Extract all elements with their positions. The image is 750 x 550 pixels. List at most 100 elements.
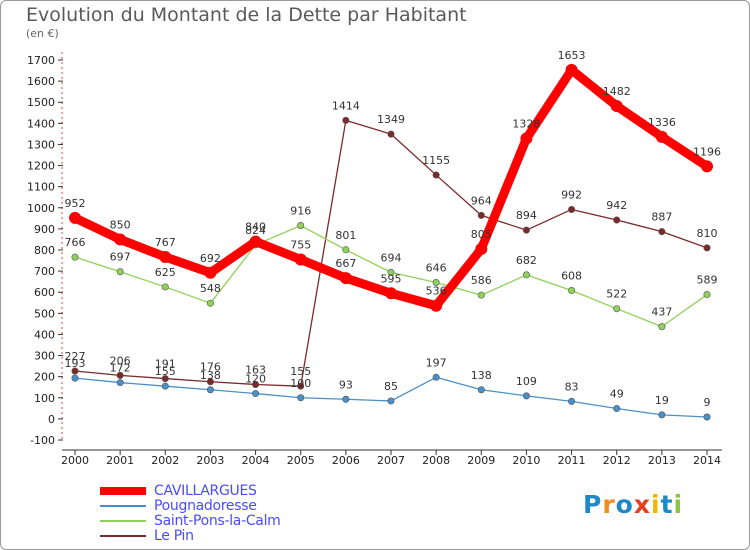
y-tick-label: 600 bbox=[34, 286, 55, 299]
data-label: 850 bbox=[110, 218, 131, 231]
data-point bbox=[658, 323, 666, 331]
data-label: 227 bbox=[65, 350, 86, 363]
x-tick-label: 2004 bbox=[242, 454, 270, 467]
data-label: 824 bbox=[245, 224, 266, 237]
data-point bbox=[385, 287, 397, 300]
logo-letter: x bbox=[633, 490, 651, 519]
data-label: 120 bbox=[245, 373, 266, 386]
data-label: 109 bbox=[516, 375, 537, 388]
data-label: 548 bbox=[200, 282, 221, 295]
data-label: 1336 bbox=[648, 116, 676, 129]
data-point bbox=[387, 130, 395, 138]
data-label: 801 bbox=[335, 229, 356, 242]
data-label: 176 bbox=[200, 361, 221, 374]
data-point bbox=[520, 132, 533, 145]
data-label: 138 bbox=[200, 369, 221, 382]
data-point bbox=[613, 216, 621, 224]
data-point bbox=[69, 211, 81, 224]
y-tick-label: 0 bbox=[48, 413, 55, 426]
data-point bbox=[387, 397, 395, 405]
data-label: 608 bbox=[561, 270, 582, 283]
legend-label: CAVILLARGUES bbox=[154, 483, 257, 499]
y-tick-label: 300 bbox=[34, 350, 55, 363]
data-point bbox=[522, 226, 530, 234]
y-tick-label: -100 bbox=[30, 434, 55, 447]
data-point bbox=[568, 287, 576, 295]
y-tick-label: 1400 bbox=[27, 117, 55, 130]
data-point bbox=[114, 233, 127, 246]
data-label: 83 bbox=[565, 380, 579, 393]
data-point bbox=[342, 395, 350, 403]
data-label: 586 bbox=[471, 274, 492, 287]
x-tick-label: 2006 bbox=[332, 454, 360, 467]
data-label: 100 bbox=[290, 377, 311, 390]
legend-swatch bbox=[100, 487, 146, 495]
data-label: 1653 bbox=[558, 49, 586, 62]
data-point bbox=[297, 394, 305, 402]
y-tick-label: 900 bbox=[34, 223, 55, 236]
data-point bbox=[206, 386, 214, 394]
data-point bbox=[161, 382, 169, 390]
data-label: 155 bbox=[155, 365, 176, 378]
data-label: 1328 bbox=[512, 118, 540, 131]
data-point bbox=[658, 411, 666, 419]
data-point bbox=[477, 386, 485, 394]
data-label: 694 bbox=[381, 251, 402, 264]
data-point bbox=[342, 246, 350, 254]
data-label: 646 bbox=[426, 262, 447, 275]
data-point bbox=[613, 405, 621, 413]
data-label: 992 bbox=[561, 188, 582, 201]
data-label: 894 bbox=[516, 209, 537, 222]
data-label: 1349 bbox=[377, 113, 405, 126]
data-point bbox=[71, 253, 79, 261]
logo-letter: r bbox=[602, 490, 616, 519]
y-tick-label: 800 bbox=[34, 244, 55, 257]
legend-swatch bbox=[100, 535, 146, 537]
data-label: 952 bbox=[65, 197, 86, 210]
y-tick-label: 1700 bbox=[27, 54, 55, 67]
data-point bbox=[701, 160, 713, 173]
data-point bbox=[568, 397, 576, 405]
data-point bbox=[116, 379, 124, 387]
data-point bbox=[477, 211, 485, 219]
data-point bbox=[658, 228, 666, 236]
data-label: 138 bbox=[471, 369, 492, 382]
x-tick-label: 2009 bbox=[467, 454, 495, 467]
x-tick-label: 2007 bbox=[377, 454, 405, 467]
data-label: 887 bbox=[651, 211, 672, 224]
data-label: 1482 bbox=[603, 85, 631, 98]
legend-label: Pougnadoresse bbox=[154, 498, 257, 514]
data-label: 193 bbox=[65, 357, 86, 370]
data-point bbox=[297, 382, 305, 390]
y-tick-label: 1500 bbox=[27, 96, 55, 109]
data-label: 206 bbox=[110, 354, 131, 367]
x-tick-label: 2005 bbox=[287, 454, 315, 467]
data-point bbox=[342, 116, 350, 124]
logo-letter: t bbox=[660, 490, 674, 519]
data-label: 19 bbox=[655, 394, 669, 407]
data-point bbox=[703, 413, 711, 421]
data-label: 697 bbox=[110, 251, 131, 264]
data-label: 536 bbox=[426, 285, 447, 298]
data-point bbox=[565, 63, 578, 76]
data-label: 682 bbox=[516, 254, 537, 267]
data-point bbox=[161, 283, 169, 291]
data-point bbox=[703, 244, 711, 252]
y-tick-label: 400 bbox=[34, 328, 55, 341]
data-label: 191 bbox=[155, 358, 176, 371]
data-label: 667 bbox=[335, 257, 356, 270]
x-tick-label: 2014 bbox=[693, 454, 721, 467]
data-label: 692 bbox=[200, 252, 221, 265]
data-point bbox=[655, 130, 668, 143]
x-tick-label: 2003 bbox=[196, 454, 224, 467]
logo-letter: P bbox=[583, 490, 603, 519]
y-tick-label: 200 bbox=[34, 371, 55, 384]
legend-label: Le Pin bbox=[154, 528, 194, 544]
data-label: 840 bbox=[245, 221, 266, 234]
data-label: 197 bbox=[426, 356, 447, 369]
data-point bbox=[432, 373, 440, 381]
data-point bbox=[161, 375, 169, 383]
data-label: 964 bbox=[471, 194, 492, 207]
